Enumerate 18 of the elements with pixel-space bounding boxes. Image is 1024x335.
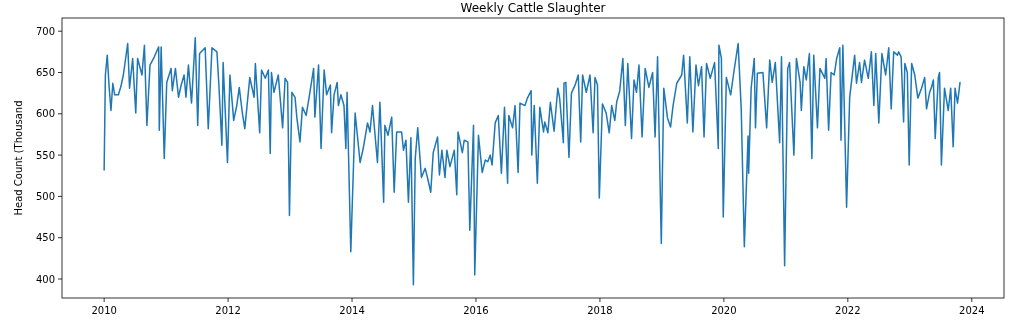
x-tick-label: 2024 [959,305,985,316]
y-tick-label: 400 [35,273,55,285]
y-tick-label: 600 [35,108,55,120]
x-tick-label: 2016 [463,305,489,316]
x-tick-label: 2010 [91,305,117,316]
x-tick-label: 2022 [835,305,861,316]
y-tick-label: 550 [35,149,55,161]
x-tick-label: 2018 [587,305,613,316]
x-tick-label: 2020 [711,305,737,316]
x-tick-label: 2014 [339,305,365,316]
y-axis-title: Head Count (Thousand [13,100,24,216]
x-tick-label: 2012 [215,305,241,316]
y-tick-label: 500 [35,190,55,202]
y-tick-label: 650 [35,67,55,79]
line-series [103,37,961,286]
chart-title: Weekly Cattle Slaughter [460,1,606,15]
y-tick-label: 700 [35,25,55,37]
y-tick-label: 450 [35,232,55,244]
